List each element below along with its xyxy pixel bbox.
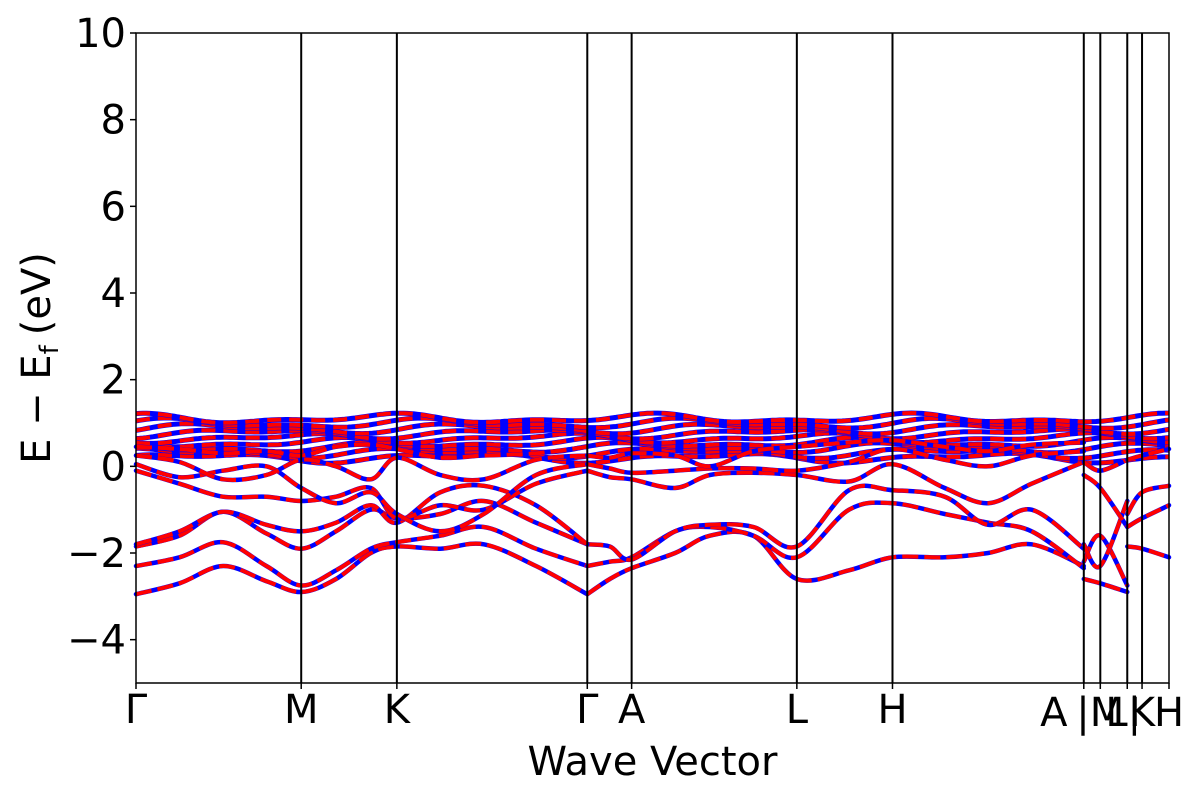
x-tick-label-0: Γ — [125, 687, 148, 733]
x-tick-label-6: H — [877, 687, 907, 733]
dense-band-line-red — [135, 451, 1170, 466]
y-tick-label-7: 10 — [75, 11, 126, 57]
x-tick-label-9: L| — [1105, 690, 1141, 736]
high-symmetry-lines — [300, 33, 1144, 683]
x-tick-label-3: Γ — [576, 687, 599, 733]
y-axis-label: E − Ef (eV) — [14, 252, 65, 464]
band-line-red-0 — [135, 541, 589, 597]
x-tick-label-7: A — [1040, 690, 1068, 736]
band-line-red-9 — [135, 462, 588, 534]
band-line-red-20 — [1126, 503, 1170, 529]
band-line-red-6 — [135, 483, 589, 547]
band-line-red-2 — [135, 524, 588, 588]
dense-band-line-red — [135, 410, 1169, 425]
y-axis-ticks: −4 −2 0 2 4 6 8 10 — [67, 11, 136, 664]
y-axis-label-sub: f — [35, 344, 65, 354]
x-axis-label: Wave Vector — [528, 739, 779, 785]
dense-band-line-red — [135, 421, 1170, 436]
band-line-red-18 — [1082, 457, 1129, 473]
plot-frame — [135, 32, 1170, 684]
x-axis-ticks: Γ M K Γ A L H A |ML|KH — [125, 683, 1184, 736]
band-line-red-13 — [135, 442, 588, 460]
dense-band-fill — [135, 410, 1170, 466]
band-line-red-14 — [1083, 577, 1128, 594]
x-tick-label-10: K — [1129, 690, 1157, 736]
x-tick-label-2: K — [384, 687, 412, 733]
x-tick-label-1: M — [284, 687, 319, 733]
band-line-red-17 — [1082, 473, 1129, 529]
dense-band-line-red — [135, 427, 1170, 441]
y-tick-label-0: −4 — [67, 618, 126, 664]
dense-band-line-red — [135, 430, 1170, 446]
band-lines — [133, 437, 1172, 597]
y-tick-label-5: 6 — [101, 184, 126, 230]
x-tick-label-8: |M — [1076, 690, 1124, 736]
x-tick-label-11: H — [1154, 690, 1184, 736]
band-line-red-7 — [135, 468, 588, 521]
x-tick-label-5: L — [786, 687, 809, 733]
band-line-red-11 — [135, 453, 588, 483]
band-line-red-8 — [586, 460, 1085, 506]
y-axis-label-unit: (eV) — [14, 252, 60, 335]
y-axis-label-main: E − E — [14, 354, 60, 464]
y-tick-label-2: 0 — [101, 444, 126, 490]
y-tick-label-4: 4 — [101, 271, 126, 317]
y-tick-label-6: 8 — [101, 98, 126, 144]
band-line-blue-0 — [133, 541, 590, 597]
x-tick-label-4: A — [618, 687, 646, 733]
y-tick-label-3: 2 — [101, 358, 126, 404]
y-tick-label-1: −2 — [67, 531, 126, 577]
